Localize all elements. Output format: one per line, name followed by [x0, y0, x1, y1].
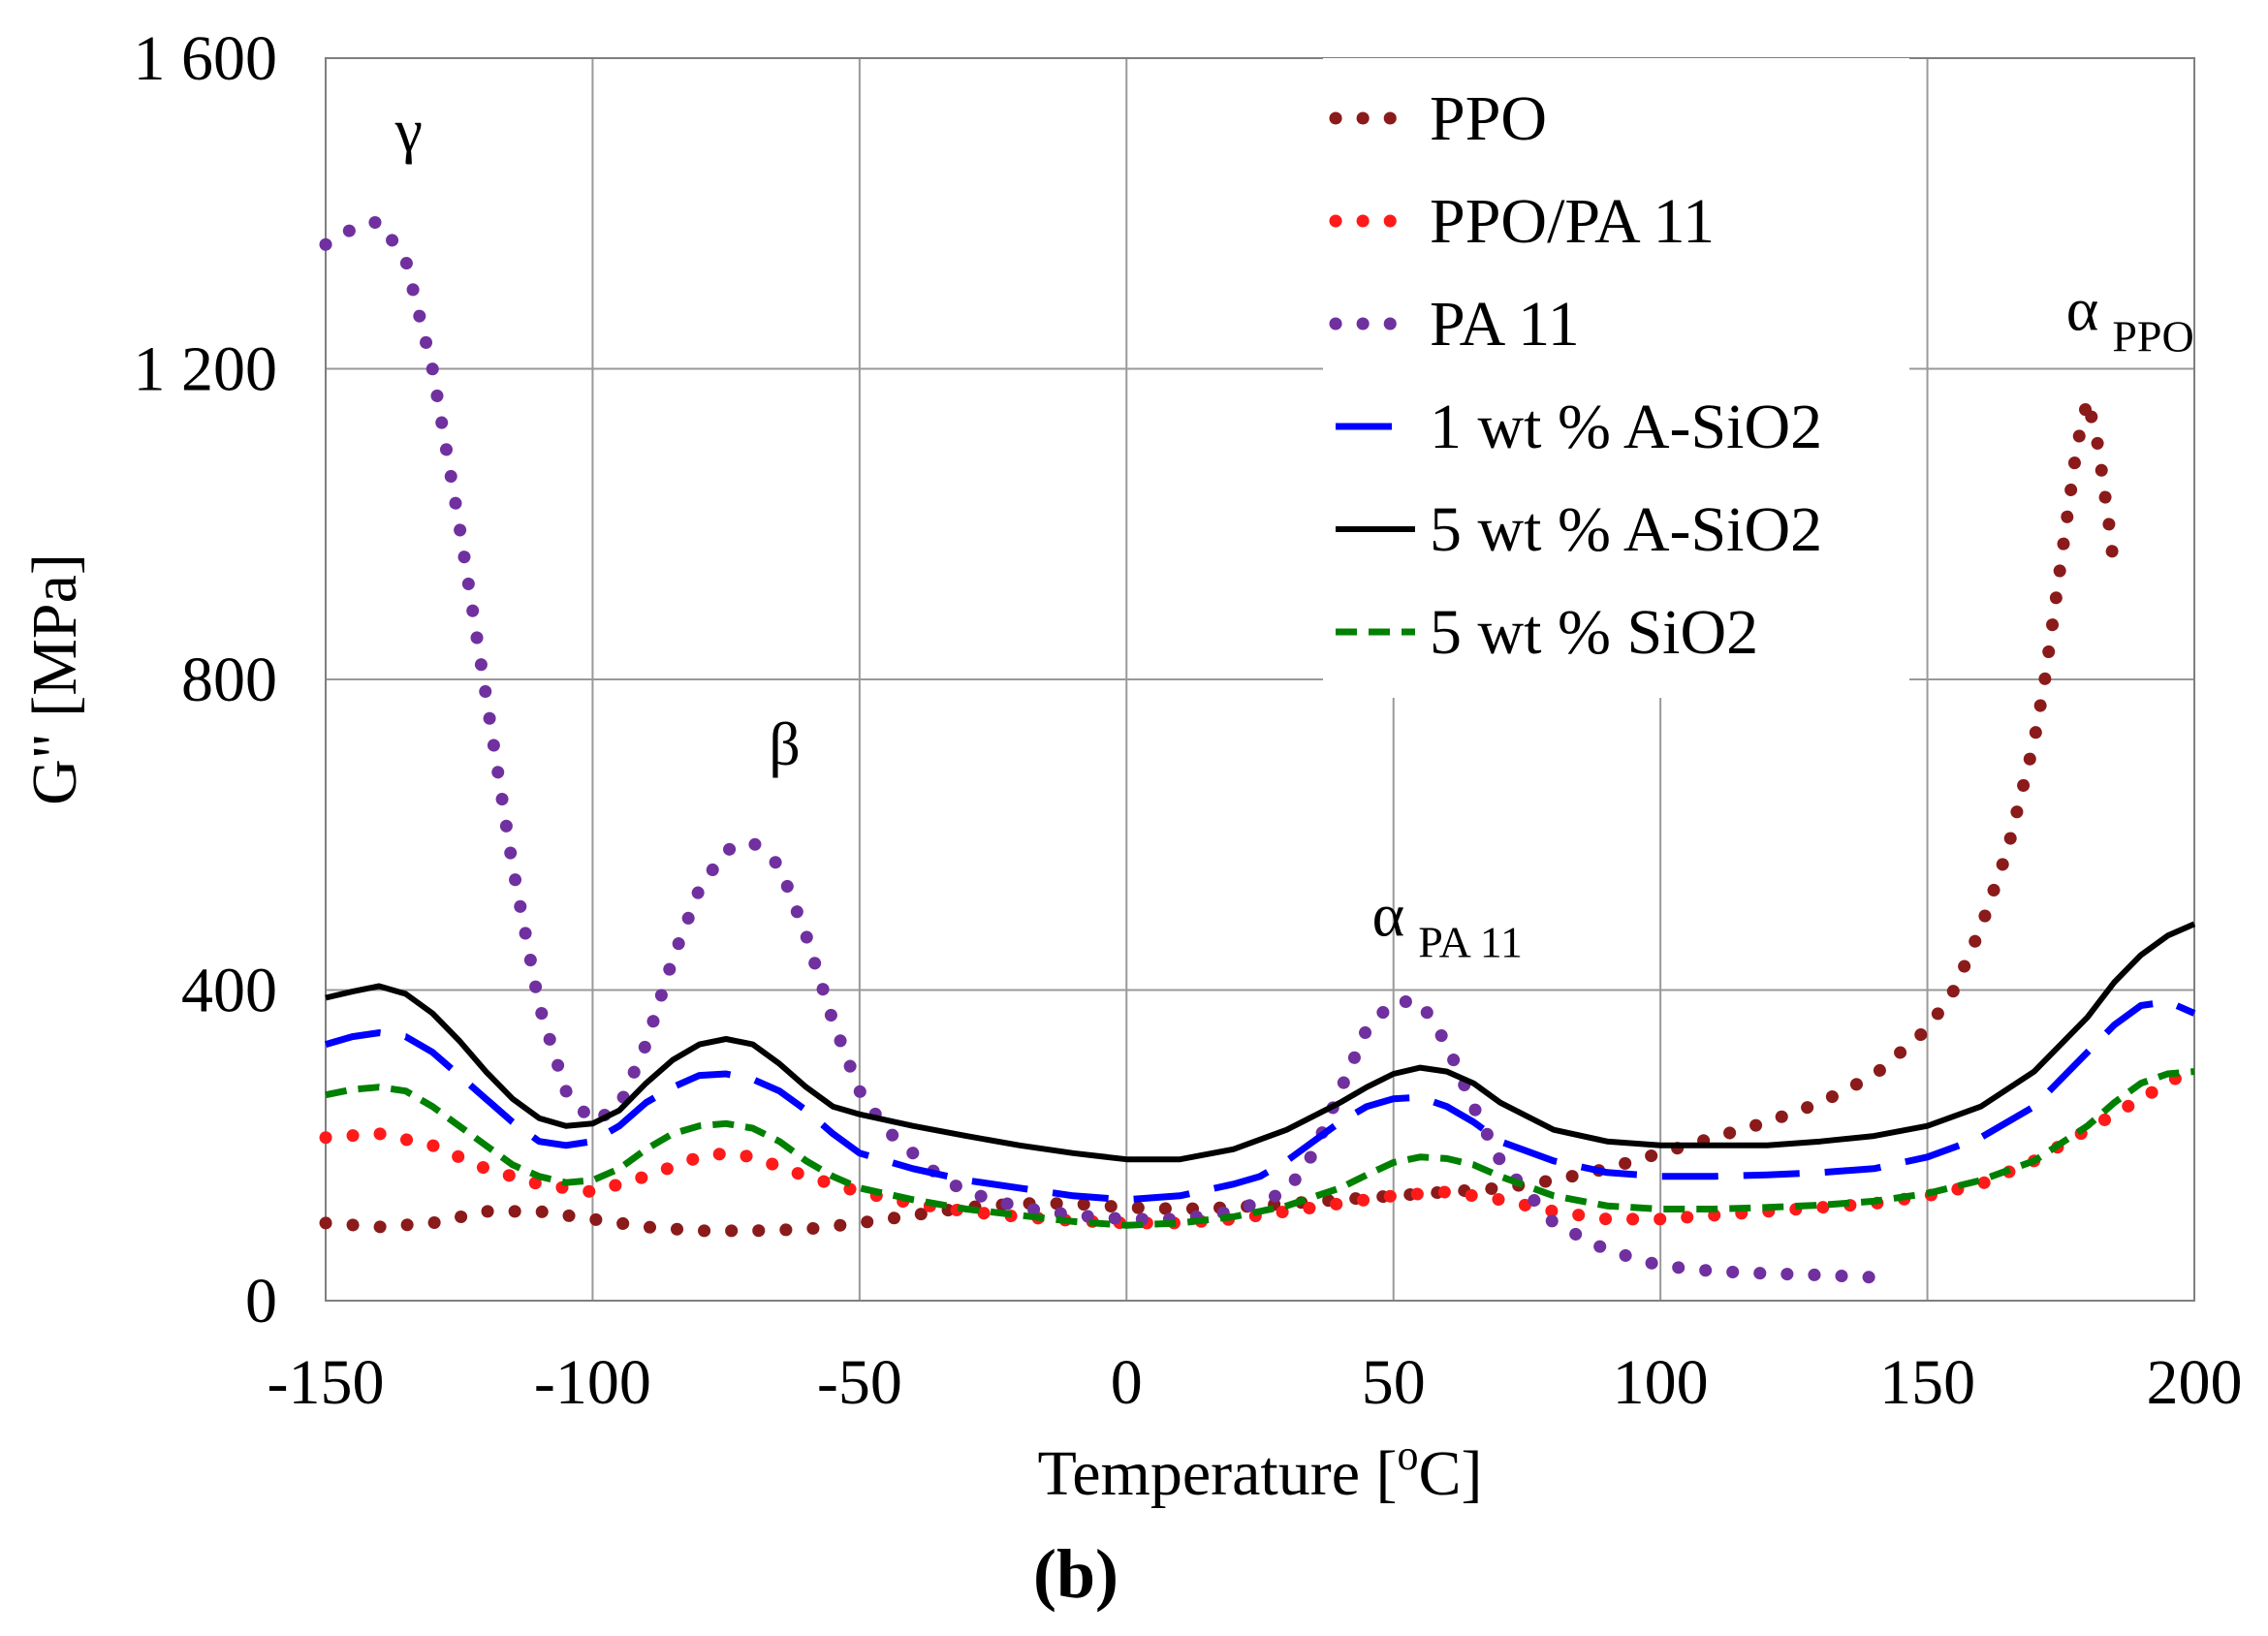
y-tick-label: 0 — [245, 1266, 277, 1337]
series-line-4 — [325, 921, 2196, 1163]
series-line-1 — [319, 1061, 2201, 1230]
x-tick-label: -50 — [817, 1347, 902, 1418]
annotation-alpha-ppo: α PPO — [2066, 274, 2194, 361]
x-axis-title-part1: Temperature [ — [1038, 1438, 1398, 1509]
x-tick-label: 100 — [1613, 1347, 1709, 1418]
y-tick-label: 800 — [181, 645, 277, 715]
x-axis-title-degree: o — [1398, 1432, 1419, 1479]
legend: PPO PPO/PA 11 PA 11 1 wt % A-SiO2 5 wt % A-S… — [1323, 58, 1909, 698]
legend-label-0: PPO — [1430, 83, 1547, 154]
series-line-3 — [325, 998, 2196, 1204]
legend-label-1: PPO/PA 11 — [1430, 186, 1715, 257]
x-tick-label: 0 — [1111, 1347, 1143, 1418]
x-tick-label: -100 — [534, 1347, 651, 1418]
y-axis-title: G" [MPa] — [19, 553, 90, 805]
plot-frame — [325, 57, 2195, 1302]
annotation-alpha-pa11: α PA 11 — [1372, 880, 1523, 966]
y-tick-label: 400 — [181, 956, 277, 1026]
x-tick-label: 150 — [1879, 1347, 1975, 1418]
x-tick-label: -150 — [268, 1347, 385, 1418]
x-axis-title: Temperature [oC] — [1038, 1432, 1483, 1509]
series-line-2 — [319, 214, 1880, 1284]
annotations: γ β α PA 11 α PPO — [394, 96, 2194, 966]
x-axis-title-part2: C] — [1419, 1438, 1483, 1509]
legend-label-2: PA 11 — [1430, 289, 1580, 360]
y-tick-label: 1 600 — [134, 23, 278, 94]
series-line-5 — [325, 1068, 2195, 1229]
series-layer — [319, 214, 2201, 1284]
annotation-gamma: γ — [394, 96, 423, 165]
tick-labels: -150 -100 -50 0 50 100 150 200 0 400 800 1 200 1 600 — [134, 23, 2243, 1418]
x-tick-label: 200 — [2147, 1347, 2243, 1418]
y-tick-label: 1 200 — [134, 334, 278, 405]
legend-box — [1323, 58, 1909, 698]
series-line-0 — [319, 393, 2121, 1238]
panel-label: (b) — [1033, 1535, 1118, 1613]
annotation-beta: β — [769, 709, 801, 778]
legend-label-3: 1 wt % A-SiO2 — [1430, 392, 1822, 462]
legend-label-4: 5 wt % A-SiO2 — [1430, 494, 1822, 565]
x-tick-label: 50 — [1362, 1347, 1426, 1418]
legend-label-5: 5 wt % SiO2 — [1430, 597, 1758, 668]
